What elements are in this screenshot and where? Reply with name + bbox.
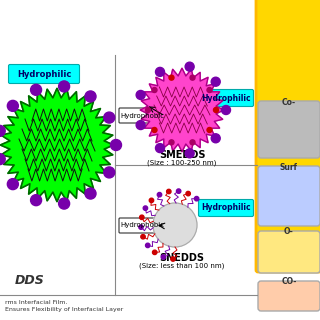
- FancyBboxPatch shape: [119, 108, 166, 123]
- Circle shape: [31, 195, 42, 206]
- Circle shape: [161, 255, 165, 259]
- Circle shape: [156, 144, 164, 153]
- Polygon shape: [140, 68, 224, 152]
- FancyBboxPatch shape: [256, 0, 320, 272]
- Text: Ensures Flexibility of Interfacial Layer: Ensures Flexibility of Interfacial Layer: [5, 308, 123, 313]
- Circle shape: [153, 250, 157, 254]
- Circle shape: [211, 77, 220, 86]
- Circle shape: [104, 112, 115, 123]
- Circle shape: [149, 198, 154, 203]
- Circle shape: [7, 100, 18, 111]
- FancyBboxPatch shape: [258, 281, 320, 311]
- Circle shape: [171, 257, 175, 261]
- Circle shape: [185, 62, 194, 71]
- FancyBboxPatch shape: [258, 166, 320, 226]
- FancyBboxPatch shape: [198, 90, 253, 107]
- Circle shape: [7, 179, 18, 190]
- FancyBboxPatch shape: [258, 101, 320, 158]
- Circle shape: [153, 203, 197, 247]
- Circle shape: [195, 196, 199, 201]
- Text: SMEDDS: SMEDDS: [159, 150, 205, 160]
- Text: O-: O-: [284, 228, 294, 236]
- Text: SNEDDS: SNEDDS: [159, 253, 204, 263]
- Circle shape: [176, 189, 181, 193]
- Circle shape: [146, 108, 150, 113]
- Circle shape: [136, 91, 145, 100]
- Circle shape: [85, 91, 96, 102]
- Circle shape: [190, 75, 195, 80]
- Circle shape: [104, 167, 115, 178]
- Circle shape: [207, 127, 212, 132]
- Text: Hydrophobic: Hydrophobic: [120, 222, 164, 228]
- Circle shape: [213, 108, 219, 113]
- Circle shape: [169, 75, 174, 80]
- Circle shape: [156, 68, 164, 76]
- Circle shape: [59, 81, 70, 92]
- Circle shape: [139, 225, 143, 229]
- Circle shape: [157, 192, 162, 197]
- Circle shape: [207, 87, 212, 92]
- Circle shape: [85, 188, 96, 199]
- Text: Hydrophilic: Hydrophilic: [201, 93, 251, 102]
- Circle shape: [167, 189, 171, 194]
- Circle shape: [59, 198, 70, 209]
- Text: Hydrophilic: Hydrophilic: [201, 204, 251, 212]
- Circle shape: [152, 87, 157, 92]
- Circle shape: [152, 127, 157, 132]
- Circle shape: [146, 243, 150, 248]
- Text: Hydrophobic: Hydrophobic: [120, 113, 164, 118]
- Circle shape: [141, 235, 145, 239]
- Text: DDS: DDS: [15, 274, 45, 286]
- Text: Co-: Co-: [282, 98, 296, 107]
- Circle shape: [185, 149, 194, 158]
- FancyBboxPatch shape: [9, 65, 79, 84]
- FancyBboxPatch shape: [119, 218, 166, 233]
- Circle shape: [221, 106, 230, 115]
- Text: Surf: Surf: [280, 163, 298, 172]
- FancyBboxPatch shape: [198, 199, 253, 217]
- Circle shape: [169, 140, 174, 145]
- Text: CO-: CO-: [281, 277, 297, 286]
- Circle shape: [140, 215, 144, 220]
- Circle shape: [211, 134, 220, 143]
- Circle shape: [186, 191, 190, 196]
- Circle shape: [190, 140, 195, 145]
- Circle shape: [143, 206, 148, 210]
- Text: (Size : 100-250 nm): (Size : 100-250 nm): [147, 160, 217, 166]
- Circle shape: [31, 84, 42, 95]
- Circle shape: [0, 154, 5, 164]
- Text: rms Interfacial Film.: rms Interfacial Film.: [5, 300, 68, 305]
- Text: Hydrophilic: Hydrophilic: [17, 69, 71, 78]
- Circle shape: [110, 140, 122, 150]
- Circle shape: [0, 125, 5, 136]
- Text: (Size: less than 100 nm): (Size: less than 100 nm): [139, 263, 225, 269]
- Polygon shape: [0, 88, 114, 202]
- FancyBboxPatch shape: [258, 231, 320, 273]
- Circle shape: [136, 121, 145, 130]
